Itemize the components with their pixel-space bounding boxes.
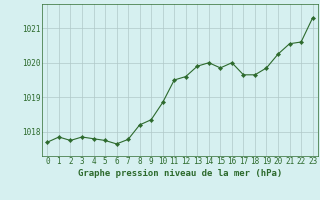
X-axis label: Graphe pression niveau de la mer (hPa): Graphe pression niveau de la mer (hPa) bbox=[78, 169, 282, 178]
